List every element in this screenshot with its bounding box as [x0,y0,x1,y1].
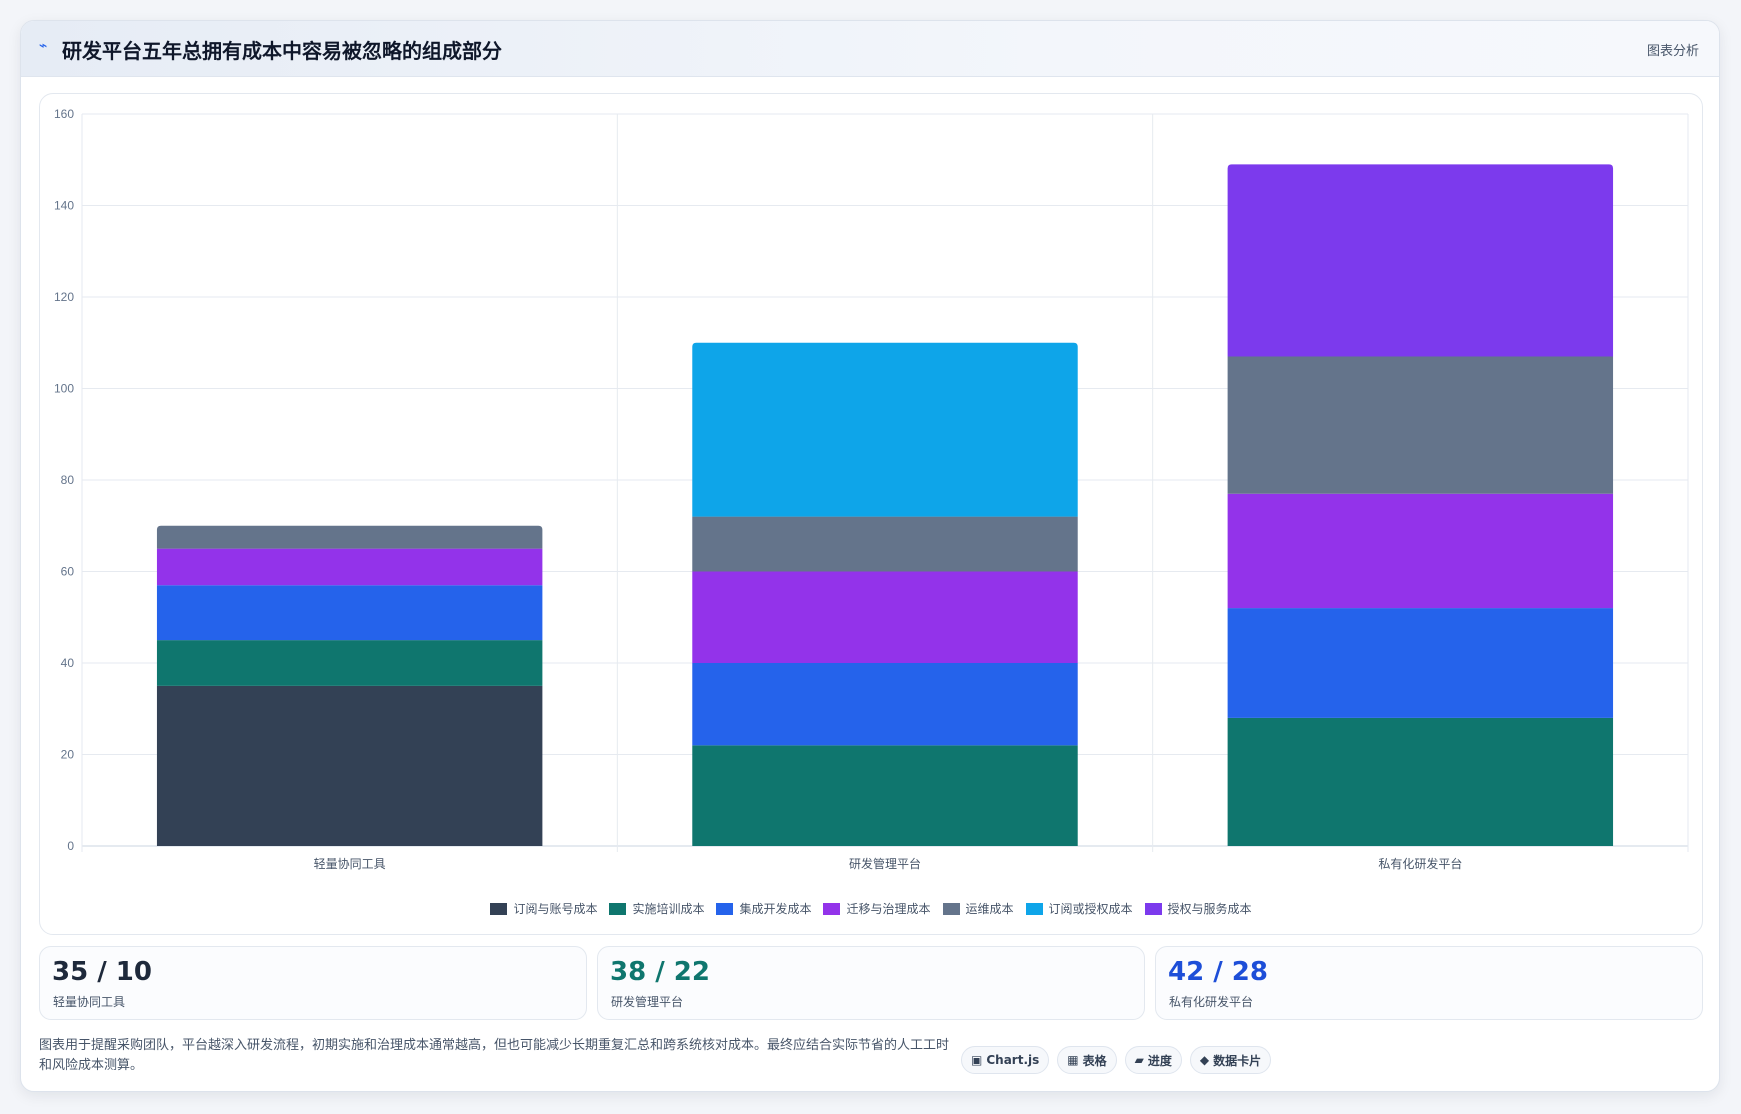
stat-label: 私有化研发平台 [1169,995,1254,1009]
tag-table[interactable]: ▦ 表格 [1057,1046,1117,1074]
bar-segment [692,571,1078,663]
legend-label: 订阅与账号成本 [513,902,598,916]
stat-value: 35 / 10 [52,957,152,987]
bar-segment [692,663,1078,746]
stat-label: 研发管理平台 [611,995,684,1009]
stat-card-light: 35 / 10 轻量协同工具 [39,946,587,1020]
legend-item[interactable]: 集成开发成本 [716,900,811,917]
legend-swatch [1144,902,1162,915]
y-tick-label: 100 [54,382,74,396]
legend-item[interactable]: 订阅或授权成本 [1025,900,1133,917]
bar-segment [1227,717,1614,846]
legend-label: 授权与服务成本 [1167,902,1252,916]
stacked-bar-chart: 0 20 40 60 80 100 120 140 160 轻量协同工具 研发管理平台 私有化研发平台 [54,107,1689,871]
y-tick-label: 120 [54,290,74,304]
legend-swatch [716,902,734,915]
stat-value: 38 / 22 [610,957,710,987]
tag-list: ▣ Chart.js ▦ 表格 ▰ 进度 ◆ 数据卡片 [961,1046,1272,1074]
progress-icon: ▰ [1134,1053,1144,1067]
bar-segment [1227,608,1614,718]
bar-segment [692,745,1078,846]
bar-segment [156,548,543,586]
y-tick-label: 0 [67,839,74,853]
legend-item[interactable]: 授权与服务成本 [1144,900,1252,917]
legend-label: 实施培训成本 [632,902,705,916]
x-tick-label: 私有化研发平台 [1378,856,1462,871]
y-tick-label: 40 [61,656,75,670]
chart-line-icon: ⌁ [39,38,48,54]
legend-label: 订阅或授权成本 [1048,902,1133,916]
stat-value: 42 / 28 [1168,957,1268,987]
tag-label: 表格 [1082,1053,1107,1068]
legend-item[interactable]: 运维成本 [942,900,1014,917]
y-tick-label: 140 [54,199,74,213]
bar-segment [1227,493,1614,609]
bar-segment [692,342,1078,517]
y-tick-label: 20 [61,748,75,762]
chart-legend: 订阅与账号成本 实施培训成本 集成开发成本 迁移与治理成本 运维成本 订阅或授权成本 授权与… [40,900,1702,917]
card-header: ⌁ 研发平台五年总拥有成本中容易被忽略的组成部分 图表分析 [21,21,1719,77]
y-tick-label: 80 [61,473,75,487]
bar-segment [692,516,1078,572]
page-title: 研发平台五年总拥有成本中容易被忽略的组成部分 [62,39,502,63]
stat-card-private: 42 / 28 私有化研发平台 [1155,946,1703,1020]
tag-label: 数据卡片 [1213,1053,1262,1068]
bar-segment [156,525,543,549]
stat-cards: 35 / 10 轻量协同工具 38 / 22 研发管理平台 42 / 28 私有… [39,946,1703,1020]
legend-item[interactable]: 实施培训成本 [609,900,704,917]
chart-panel: 0 20 40 60 80 100 120 140 160 轻量协同工具 研发管理平台 私有化研发平台… [39,93,1703,935]
x-tick-label: 研发管理平台 [849,856,921,871]
legend-swatch [823,902,841,915]
bar-segment [156,585,543,641]
chart-analysis-link[interactable]: 图表分析 [1646,44,1699,59]
diamond-icon: ◆ [1199,1053,1210,1067]
legend-swatch [490,902,508,915]
chart-icon: ▣ [971,1053,983,1067]
legend-swatch [1025,902,1043,915]
legend-label: 迁移与治理成本 [846,902,931,916]
footer-note: 图表用于提醒采购团队，平台越深入研发流程，初期实施和治理成本通常越高，但也可能减… [39,1038,950,1073]
bar-segment [156,640,543,686]
stat-label: 轻量协同工具 [53,995,126,1009]
stat-card-mgmt: 38 / 22 研发管理平台 [597,946,1145,1020]
x-tick-label: 轻量协同工具 [314,856,386,871]
legend-label: 运维成本 [965,902,1014,916]
bar-segment [1227,164,1614,357]
legend-item[interactable]: 迁移与治理成本 [823,900,931,917]
tag-progress[interactable]: ▰ 进度 [1124,1046,1182,1074]
tag-chartjs[interactable]: ▣ Chart.js [961,1046,1050,1074]
tag-data-card[interactable]: ◆ 数据卡片 [1189,1046,1272,1074]
y-tick-label: 160 [54,107,74,121]
legend-label: 集成开发成本 [739,902,812,916]
bar-segment [156,685,543,846]
tag-label: Chart.js [986,1053,1040,1067]
tag-label: 进度 [1147,1053,1172,1068]
table-icon: ▦ [1067,1053,1079,1067]
legend-item[interactable]: 订阅与账号成本 [490,900,597,917]
y-tick-label: 60 [61,565,75,579]
bar-segment [1227,356,1614,494]
legend-swatch [942,902,960,915]
chart-card: ⌁ 研发平台五年总拥有成本中容易被忽略的组成部分 图表分析 0 20 40 60 80 1… [20,20,1720,1092]
legend-swatch [609,902,627,915]
